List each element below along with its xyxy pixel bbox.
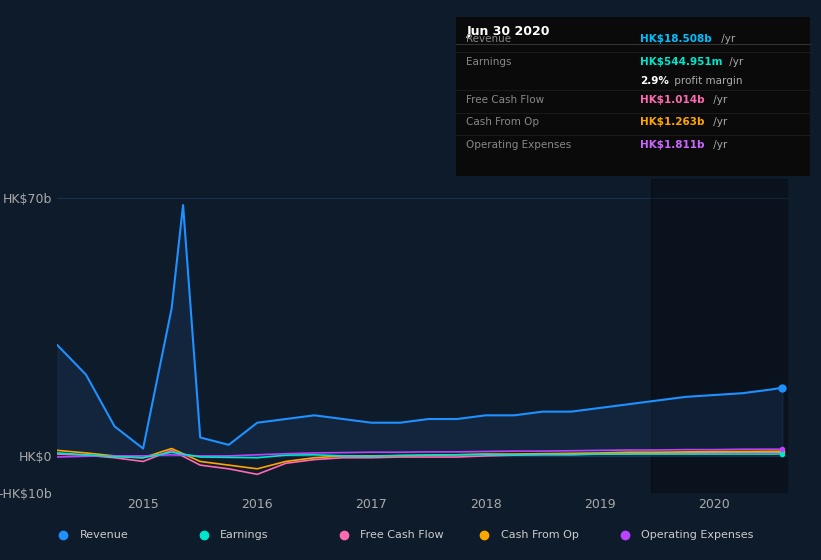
- Text: /yr: /yr: [710, 118, 727, 127]
- Text: Revenue: Revenue: [466, 34, 511, 44]
- Text: HK$1.811b: HK$1.811b: [640, 139, 704, 150]
- Text: Free Cash Flow: Free Cash Flow: [466, 95, 544, 105]
- Text: profit margin: profit margin: [672, 76, 743, 86]
- Text: Operating Expenses: Operating Expenses: [641, 530, 754, 540]
- Text: /yr: /yr: [710, 139, 727, 150]
- Text: HK$1.263b: HK$1.263b: [640, 118, 704, 127]
- Text: Earnings: Earnings: [220, 530, 268, 540]
- Text: Free Cash Flow: Free Cash Flow: [360, 530, 444, 540]
- Text: 2.9%: 2.9%: [640, 76, 669, 86]
- Text: Cash From Op: Cash From Op: [466, 118, 539, 127]
- Text: Jun 30 2020: Jun 30 2020: [466, 25, 550, 38]
- Text: /yr: /yr: [726, 57, 743, 67]
- Text: Cash From Op: Cash From Op: [501, 530, 579, 540]
- Bar: [651, 179, 788, 493]
- Text: HK$1.014b: HK$1.014b: [640, 95, 704, 105]
- Text: /yr: /yr: [718, 34, 736, 44]
- Text: Operating Expenses: Operating Expenses: [466, 139, 571, 150]
- Text: Revenue: Revenue: [80, 530, 128, 540]
- Text: /yr: /yr: [710, 95, 727, 105]
- Text: HK$18.508b: HK$18.508b: [640, 34, 712, 44]
- Text: Earnings: Earnings: [466, 57, 511, 67]
- Text: HK$544.951m: HK$544.951m: [640, 57, 722, 67]
